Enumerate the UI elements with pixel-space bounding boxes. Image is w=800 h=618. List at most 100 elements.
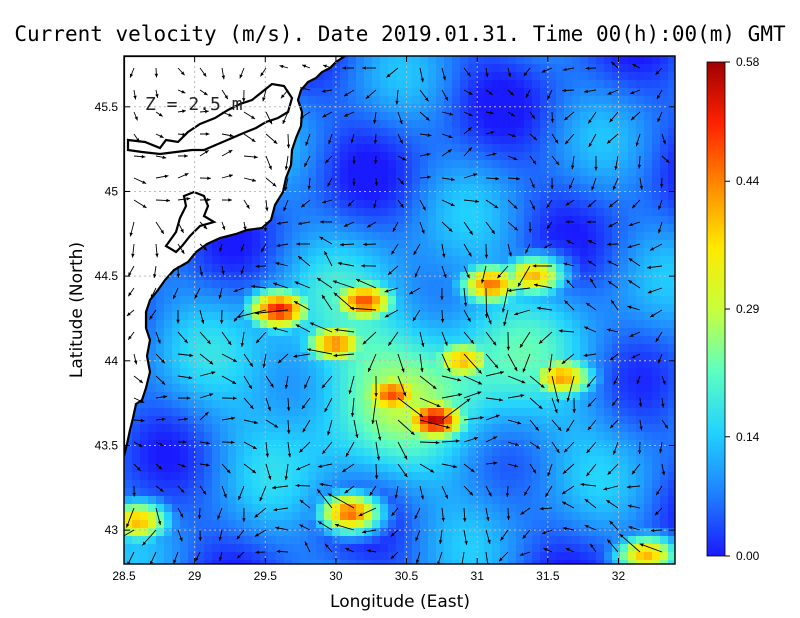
current-arrow — [607, 242, 619, 247]
heat-cell — [500, 408, 509, 417]
heat-cell — [420, 464, 429, 473]
heat-cell — [380, 224, 389, 233]
heat-cell — [340, 152, 349, 161]
heat-cell — [380, 544, 389, 553]
heat-cell — [420, 216, 429, 225]
heat-cell — [588, 304, 597, 313]
heat-cell — [308, 208, 317, 217]
heat-cell — [660, 520, 669, 529]
heat-cell — [324, 352, 333, 361]
current-arrow — [501, 287, 509, 313]
current-arrow — [655, 331, 663, 343]
current-arrow — [199, 132, 210, 136]
heat-cell — [348, 376, 357, 385]
current-arrow — [563, 262, 575, 267]
heat-cell — [444, 208, 453, 217]
heat-cell — [492, 360, 501, 369]
heat-cell — [524, 256, 533, 265]
heat-cell — [468, 296, 477, 305]
heat-cell — [268, 464, 277, 473]
heat-cell — [324, 72, 333, 81]
heat-cell — [596, 504, 605, 513]
heat-cell — [300, 136, 309, 145]
heat-cell — [388, 96, 397, 105]
heat-cell — [612, 64, 621, 73]
heat-cell — [348, 312, 357, 321]
heat-cell — [420, 552, 429, 561]
heat-cell — [588, 472, 597, 481]
heat-cell — [292, 392, 301, 401]
heat-cell — [548, 472, 557, 481]
heat-cell — [604, 88, 613, 97]
heat-cell — [596, 560, 605, 564]
heat-cell — [332, 456, 341, 465]
current-arrow — [233, 287, 245, 293]
current-arrow — [485, 67, 489, 78]
heat-cell — [524, 520, 533, 529]
heat-cell — [436, 192, 445, 201]
heat-cell — [356, 200, 365, 209]
current-arrow — [133, 375, 144, 384]
heat-cell — [268, 528, 277, 537]
heat-cell — [580, 56, 589, 65]
current-arrow — [441, 221, 453, 233]
heat-cell — [580, 224, 589, 233]
heat-cell — [324, 432, 333, 441]
heat-cell — [580, 336, 589, 345]
heat-cell — [196, 400, 205, 409]
heat-cell — [452, 504, 461, 513]
heat-cell — [564, 408, 573, 417]
heat-cell — [156, 304, 165, 313]
coastal-bay — [164, 190, 217, 254]
heat-cell — [436, 168, 445, 177]
heat-cell — [396, 296, 405, 305]
heat-cell — [388, 288, 397, 297]
heat-cell — [588, 272, 597, 281]
heat-cell — [252, 384, 261, 393]
heat-cell — [308, 496, 317, 505]
heat-cell — [412, 504, 421, 513]
heat-cell — [540, 344, 549, 353]
heat-cell — [668, 88, 675, 97]
heat-cell — [612, 272, 621, 281]
current-arrow — [586, 220, 597, 224]
heat-cell — [228, 376, 237, 385]
heat-cell — [556, 544, 565, 553]
heat-cell — [324, 256, 333, 265]
heat-cell — [620, 464, 629, 473]
current-arrow — [177, 67, 185, 76]
heat-cell — [436, 88, 445, 97]
heat-cell — [284, 456, 293, 465]
heat-cell — [396, 312, 405, 321]
current-arrow — [352, 155, 356, 165]
current-arrow — [302, 419, 311, 433]
heat-cell — [436, 408, 445, 417]
heat-cell — [436, 328, 445, 337]
heat-cell — [252, 328, 261, 337]
heat-cell — [636, 352, 645, 361]
current-arrow — [296, 242, 311, 246]
heat-cell — [572, 224, 581, 233]
heat-cell — [356, 184, 365, 193]
heat-cell — [124, 504, 133, 513]
heat-cell — [268, 384, 277, 393]
heat-cell — [348, 160, 357, 169]
heat-cell — [252, 280, 261, 289]
heat-cell — [300, 552, 309, 561]
heat-cell — [564, 208, 573, 217]
current-arrow — [612, 177, 619, 191]
heat-cell — [196, 496, 205, 505]
heat-cell — [468, 88, 477, 97]
current-arrow — [133, 199, 147, 209]
heat-cell — [260, 488, 269, 497]
heat-cell — [188, 272, 197, 281]
heat-cell — [212, 384, 221, 393]
heat-cell — [348, 112, 357, 121]
heat-cell — [436, 416, 445, 425]
heat-cell — [388, 496, 397, 505]
heat-cell — [540, 144, 549, 153]
heat-cell — [340, 208, 349, 217]
heat-cell — [148, 504, 157, 513]
current-arrow — [255, 550, 267, 554]
current-arrow — [221, 265, 225, 275]
